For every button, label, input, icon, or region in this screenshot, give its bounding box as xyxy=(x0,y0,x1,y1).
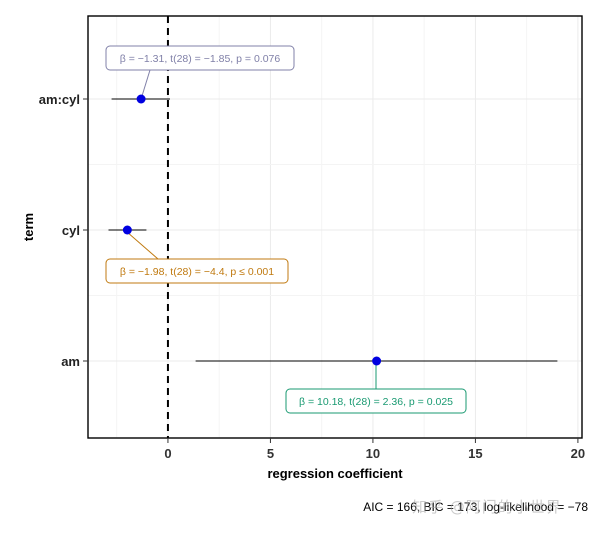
watermark: 知乎 @阿门的小世界 xyxy=(412,498,562,516)
y-tick-label: am xyxy=(61,354,80,369)
x-axis-label: regression coefficient xyxy=(267,466,403,481)
label-leader xyxy=(126,231,159,260)
coefficient-marks: β = −1.31, t(28) = −1.85, p = 0.076 β = −… xyxy=(105,45,558,414)
axes: am:cyl cyl am 0 5 10 15 20 xyxy=(39,92,585,461)
stat-label-box xyxy=(285,388,467,414)
y-tick-label: cyl xyxy=(62,223,80,238)
model-fit-caption: AIC = 166, BIC = 173, log-likelihood = −… xyxy=(363,500,588,514)
y-tick-label: am:cyl xyxy=(39,92,80,107)
point-am xyxy=(372,356,382,366)
x-tick-label: 0 xyxy=(164,446,171,461)
term-group-am: β = 10.18, t(28) = 2.36, p = 0.025 xyxy=(195,356,558,414)
point-cyl xyxy=(122,225,132,235)
plot-panel-border xyxy=(87,15,583,439)
stat-label-box xyxy=(105,258,289,284)
point-am-cyl xyxy=(136,94,146,104)
term-group-am-cyl: β = −1.31, t(28) = −1.85, p = 0.076 xyxy=(105,45,295,104)
stat-label-box xyxy=(105,45,295,71)
stat-label-text: β = −1.31, t(28) = −1.85, p = 0.076 xyxy=(120,53,281,65)
grid-lines xyxy=(88,16,582,438)
x-tick-label: 20 xyxy=(571,446,585,461)
term-group-cyl: β = −1.98, t(28) = −4.4, p ≤ 0.001 xyxy=(105,225,289,284)
label-leader xyxy=(141,69,151,97)
stat-label-text: β = 10.18, t(28) = 2.36, p = 0.025 xyxy=(299,396,453,408)
y-axis-label: term xyxy=(21,213,36,241)
x-tick-label: 15 xyxy=(468,446,482,461)
x-tick-label: 10 xyxy=(366,446,380,461)
stat-label-text: β = −1.98, t(28) = −4.4, p ≤ 0.001 xyxy=(120,266,274,278)
x-tick-label: 5 xyxy=(267,446,274,461)
